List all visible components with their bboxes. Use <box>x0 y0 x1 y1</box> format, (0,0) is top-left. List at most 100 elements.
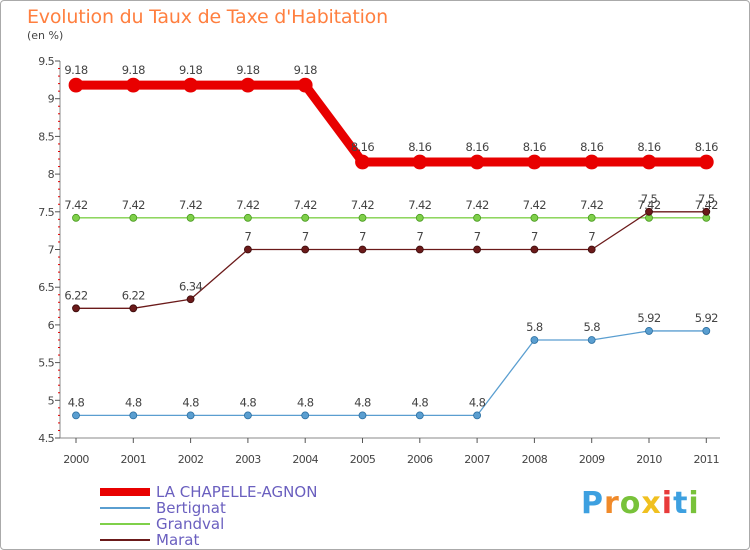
y-unit-label: (en %) <box>27 29 64 42</box>
data-label: 4.8 <box>240 395 257 409</box>
data-point <box>129 304 138 313</box>
data-point <box>72 411 80 420</box>
data-point <box>355 154 370 170</box>
data-label: 7 <box>302 230 309 244</box>
y-tick-label: 8 <box>48 168 55 181</box>
data-point <box>412 154 428 170</box>
data-label: 7 <box>474 230 481 244</box>
logo-letter: x <box>641 486 662 521</box>
data-label: 7 <box>531 230 538 244</box>
y-tick-label: 5.5 <box>38 357 54 370</box>
data-label: 7.42 <box>523 198 546 212</box>
data-label: 4.8 <box>354 395 371 409</box>
data-point <box>530 336 539 344</box>
data-point <box>358 245 367 254</box>
data-point <box>584 154 600 170</box>
legend-item-grandval: Grandval <box>100 516 430 532</box>
legend-item-bertignat: Bertignat <box>100 500 430 516</box>
data-label: 7.42 <box>236 198 259 212</box>
data-point <box>702 327 711 335</box>
data-label: 7 <box>245 230 252 244</box>
data-label: 7.5 <box>698 192 715 206</box>
data-label: 8.16 <box>637 140 660 154</box>
data-point <box>129 213 138 222</box>
data-label: 7 <box>359 230 366 244</box>
data-label: 9.18 <box>122 63 145 77</box>
data-point <box>587 336 596 344</box>
data-label: 9.18 <box>64 63 87 77</box>
legend-swatch <box>100 539 150 541</box>
data-point <box>527 154 542 170</box>
x-tick-label: 2001 <box>120 453 146 466</box>
proxiti-logo: Proxiti <box>581 486 700 521</box>
logo-letter: i <box>661 486 674 521</box>
data-label: 4.8 <box>297 395 314 409</box>
x-tick-label: 2006 <box>407 453 433 466</box>
data-point <box>301 411 310 420</box>
y-tick-label: 6 <box>48 319 55 332</box>
x-tick-label: 2010 <box>636 453 662 466</box>
data-point <box>240 77 256 93</box>
x-tick-label: 2007 <box>464 453 490 466</box>
x-tick-label: 2009 <box>579 453 605 466</box>
legend-swatch <box>100 523 150 525</box>
data-label: 9.18 <box>179 63 202 77</box>
data-label: 4.8 <box>68 395 85 409</box>
logo-letter: t <box>673 486 689 521</box>
data-label: 4.8 <box>412 395 429 409</box>
data-point <box>301 245 310 254</box>
data-label: 4.8 <box>469 395 486 409</box>
data-point <box>415 411 424 420</box>
data-point <box>297 77 313 93</box>
x-tick-label: 2005 <box>350 453 376 466</box>
data-label: 7.42 <box>179 198 202 212</box>
data-label: 7.42 <box>637 198 660 212</box>
data-point <box>129 411 138 420</box>
data-point <box>469 154 485 170</box>
x-tick-label: 2003 <box>235 453 261 466</box>
data-point <box>415 245 424 254</box>
data-point <box>186 213 195 222</box>
legend-swatch <box>100 507 150 509</box>
y-tick-label: 6.5 <box>38 281 54 294</box>
data-label: 5.8 <box>583 320 600 334</box>
data-label: 7.42 <box>695 198 718 212</box>
legend-swatch <box>100 488 150 496</box>
series-line-0 <box>71 80 711 167</box>
logo-letter: r <box>604 486 620 521</box>
data-label: 8.16 <box>523 140 546 154</box>
logo-letter: i <box>688 486 700 521</box>
data-label: 8.16 <box>695 140 718 154</box>
chart-title: Evolution du Taux de Taxe d'Habitation <box>27 6 388 28</box>
data-point <box>530 213 539 222</box>
data-label: 8.16 <box>351 140 374 154</box>
data-point <box>530 245 539 254</box>
data-label: 7.42 <box>408 198 431 212</box>
data-label: 7.42 <box>580 198 603 212</box>
data-label: 7.42 <box>351 198 374 212</box>
y-tick-label: 9.5 <box>38 55 54 68</box>
series-line-3 <box>75 211 707 309</box>
legend-item-la-chapelle-agnon: LA CHAPELLE-AGNON <box>100 484 430 500</box>
data-point <box>358 213 367 222</box>
logo-letter: P <box>581 486 604 521</box>
data-point <box>68 77 84 93</box>
data-label: 8.16 <box>408 140 431 154</box>
data-label: 9.18 <box>236 63 259 77</box>
data-point <box>645 207 653 216</box>
data-point <box>72 213 80 222</box>
data-point <box>186 411 195 420</box>
data-label: 7.5 <box>641 192 658 206</box>
y-tick-label: 5 <box>48 394 55 407</box>
data-point <box>301 213 310 222</box>
logo-letter: o <box>619 486 642 521</box>
data-label: 7.42 <box>122 198 145 212</box>
data-point <box>183 77 199 93</box>
y-tick-label: 7.5 <box>38 206 54 219</box>
y-tick-label: 8.5 <box>38 130 54 143</box>
series-line-1 <box>75 330 707 417</box>
data-label: 9.18 <box>294 63 317 77</box>
legend-label: LA CHAPELLE-AGNON <box>156 483 318 501</box>
